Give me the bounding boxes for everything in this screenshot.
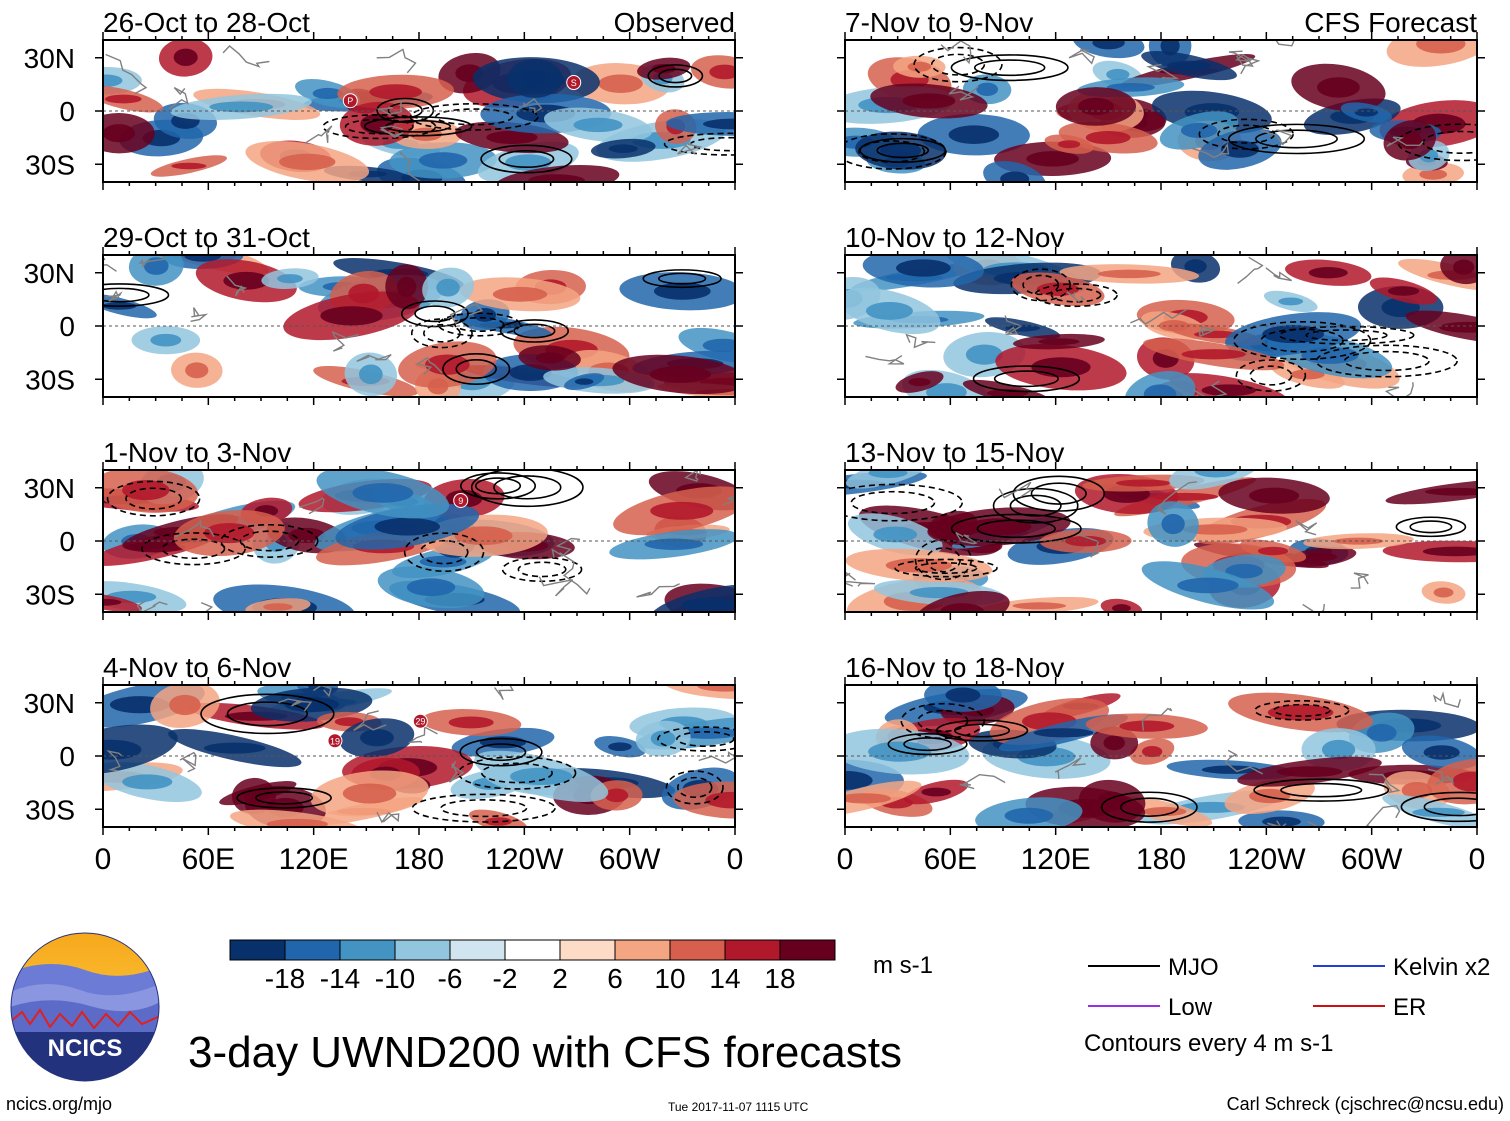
x-tick-label: 120E [279,843,349,876]
panel-label: 10-Nov to 12-Nov [845,222,1064,253]
x-tick-label: 180 [1136,843,1186,876]
ncics-logo: NCICS [10,932,160,1082]
y-tick-label: 30N [24,258,75,289]
wind-field [103,255,735,397]
storm-marker: P [342,93,358,109]
wind-field [845,470,1477,612]
y-tick-label: 30N [24,473,75,504]
column-header: Observed [614,7,735,38]
column-header: CFS Forecast [1304,7,1477,38]
colorbar-swatch [229,939,286,961]
y-tick-label: 0 [59,526,75,557]
colorbar-tick-label: -14 [320,963,360,994]
panel-1: 30N 0 30S 26-Oct to 28-Oct Observed P S [24,7,743,190]
y-tick-label: 30N [24,688,75,719]
timestamp: Tue 2017-11-07 1115 UTC [668,1100,809,1114]
x-tick-label: 120W [485,843,564,876]
panel-6: 10-Nov to 12-Nov [837,222,1485,405]
x-tick-label: 120W [1227,843,1306,876]
panel-label: 26-Oct to 28-Oct [103,7,310,38]
y-tick-label: 0 [59,311,75,342]
colorbar-tick-label: 18 [764,963,795,994]
panels-group: 30N 0 30S 26-Oct to 28-Oct Observed P S 30N 0 30S… [24,7,1486,876]
colorbar-swatch [779,939,836,961]
panel-label: 7-Nov to 9-Nov [845,7,1033,38]
y-tick-label: 30S [25,579,75,610]
legend-label: Low [1168,994,1213,1021]
colorbar-swatch [339,939,396,961]
y-tick-label: 30S [25,794,75,825]
panel-label: 16-Nov to 18-Nov [845,652,1064,683]
wind-field [103,40,735,182]
x-tick-label: 60E [182,843,235,876]
storm-marker-label: S [571,78,577,88]
storm-marker: 9 [453,492,469,508]
colorbar-tick-label: -18 [265,963,305,994]
panel-3: 30N 0 30S 1-Nov to 3-Nov 9 [24,437,743,620]
colorbar-units: m s-1 [873,952,933,979]
contour-note: Contours every 4 m s-1 [1084,1030,1334,1057]
storm-marker-label: 9 [458,496,463,506]
storm-marker: 29 [412,713,428,729]
website-link[interactable]: ncics.org/mjo [6,1094,113,1114]
colorbar-tick-label: -2 [493,963,518,994]
colorbar: -18 -14 -10 -6 -2 2 6 10 14 18 [229,939,836,994]
storm-marker-label: 29 [415,717,425,727]
legend-label: ER [1393,994,1426,1021]
storm-marker-label: 19 [330,736,340,746]
panel-2: 30N 0 30S 29-Oct to 31-Oct [24,222,743,405]
legend-label: Kelvin x2 [1393,954,1490,981]
author-credit: Carl Schreck (cjschrec@ncsu.edu) [1226,1094,1504,1114]
colorbar-swatch [394,939,451,961]
legend: MJO Kelvin x2 Low ER [1088,954,1490,1021]
logo-text: NCICS [48,1035,123,1062]
y-tick-label: 30N [24,43,75,74]
colorbar-swatch [724,939,781,961]
colorbar-swatch [284,939,341,961]
colorbar-swatch [669,939,726,961]
panel-4: 30N 0 30S 4-Nov to 6-Nov 29 19 [24,652,743,835]
x-tick-label: 60W [599,843,661,876]
colorbar-swatch [449,939,506,961]
colorbar-tick-label: -6 [438,963,463,994]
panel-label: 4-Nov to 6-Nov [103,652,291,683]
legend-label: MJO [1168,954,1219,981]
colorbar-tick-label: 14 [709,963,740,994]
x-tick-label: 0 [837,843,854,876]
colorbar-tick-label: 6 [607,963,623,994]
storm-marker: 19 [327,733,343,749]
x-tick-label: 0 [95,843,112,876]
colorbar-swatch [614,939,671,961]
panel-5: 7-Nov to 9-Nov CFS Forecast [837,7,1485,190]
panel-label: 1-Nov to 3-Nov [103,437,291,468]
wind-field [103,470,735,612]
x-tick-label: 60W [1341,843,1403,876]
y-tick-label: 30S [25,149,75,180]
colorbar-tick-label: 10 [654,963,685,994]
figure-title: 3-day UWND200 with CFS forecasts [188,1028,902,1077]
x-tick-label: 0 [1469,843,1486,876]
x-tick-label: 0 [727,843,744,876]
colorbar-swatch [559,939,616,961]
panel-label: 29-Oct to 31-Oct [103,222,310,253]
storm-marker: S [566,75,582,91]
colorbar-tick-label: 2 [552,963,568,994]
panel-8: 16-Nov to 18-Nov [837,652,1485,835]
storm-marker-label: P [347,96,353,106]
wind-field [845,40,1477,182]
colorbar-tick-label: -10 [375,963,415,994]
colorbar-swatch [504,939,561,961]
wind-field [845,255,1477,397]
y-tick-label: 0 [59,96,75,127]
panel-label: 13-Nov to 15-Nov [845,437,1064,468]
panel-7: 13-Nov to 15-Nov [837,437,1485,620]
y-tick-label: 30S [25,364,75,395]
y-tick-label: 0 [59,741,75,772]
x-tick-label: 180 [394,843,444,876]
wind-field [103,685,735,827]
x-tick-label: 60E [924,843,977,876]
x-tick-label: 120E [1021,843,1091,876]
wind-field [845,685,1477,827]
